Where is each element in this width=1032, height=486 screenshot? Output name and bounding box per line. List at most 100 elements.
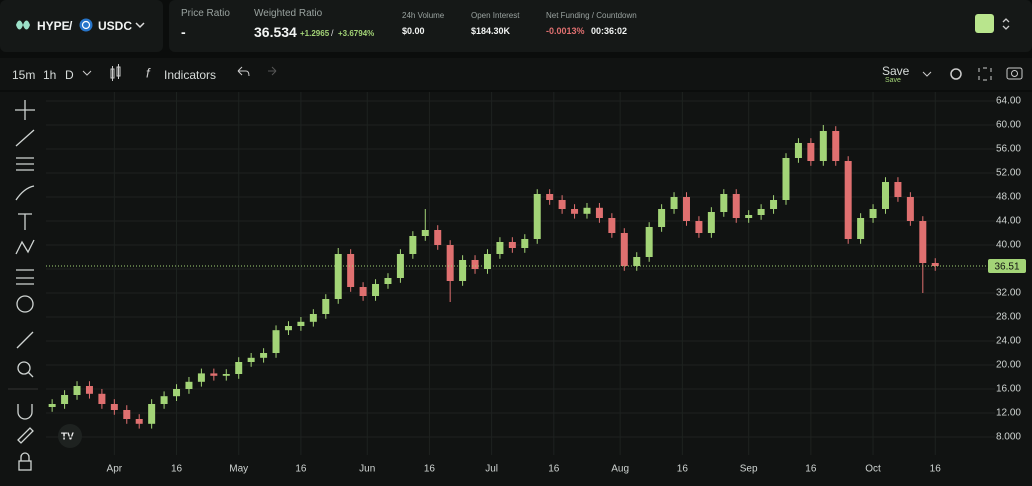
y-tick-label: 24.00	[996, 336, 1021, 347]
save-button[interactable]: Save	[882, 64, 910, 78]
funding-label: Net Funding / Countdown	[546, 11, 637, 20]
candle-body	[434, 230, 442, 245]
candle-body	[894, 182, 902, 197]
candle-body	[222, 374, 230, 376]
volume: $0.00	[402, 26, 425, 36]
y-tick-label: 12.00	[996, 408, 1021, 419]
indicators-button[interactable]: Indicators	[164, 68, 217, 82]
y-tick-label: 28.00	[996, 312, 1021, 323]
candle-body	[707, 212, 715, 233]
candle-body	[782, 158, 790, 200]
candle-body	[409, 236, 417, 254]
candle-body	[322, 299, 330, 314]
x-tick-label: 16	[424, 464, 436, 475]
x-tick-label: Oct	[865, 464, 881, 475]
volume-label: 24h Volume	[402, 11, 445, 20]
candle-body	[757, 209, 765, 215]
candle-body	[334, 254, 342, 299]
save-subtitle: Save	[885, 77, 901, 84]
candle-body	[807, 143, 815, 161]
svg-text:f: f	[146, 65, 151, 80]
x-tick-label: Jun	[359, 464, 375, 475]
y-tick-label: 52.00	[996, 168, 1021, 179]
interval[interactable]: 1h	[43, 68, 57, 82]
candle-body	[695, 221, 703, 233]
candle-body	[272, 330, 280, 353]
candle-body	[372, 284, 380, 296]
candle-body	[359, 287, 367, 296]
candle-body	[794, 143, 802, 158]
candle-body	[658, 209, 666, 227]
base-symbol: HYPE	[37, 19, 70, 33]
y-tick-label: 32.00	[996, 288, 1021, 299]
candle-body	[123, 410, 131, 419]
x-tick-label: 16	[805, 464, 817, 475]
x-tick-label: 16	[677, 464, 689, 475]
candle-body	[446, 245, 454, 281]
candle-body	[558, 200, 566, 209]
quote-symbol[interactable]: USDC	[98, 19, 133, 33]
logo	[16, 20, 30, 30]
change-separator: /	[331, 28, 334, 38]
candle-body	[459, 260, 467, 281]
x-tick-label: May	[229, 464, 248, 475]
candle-body	[645, 227, 653, 257]
y-tick-label: 56.00	[996, 144, 1021, 155]
pair-dropdown[interactable]	[135, 21, 145, 29]
price-ratio-label: Price Ratio	[181, 8, 230, 19]
candle-body	[546, 194, 554, 200]
y-tick-label: 44.00	[996, 216, 1021, 227]
y-tick-label: 60.00	[996, 120, 1021, 131]
candle-body	[869, 209, 877, 218]
interval[interactable]: D	[65, 68, 74, 82]
candle-body	[110, 404, 118, 410]
candle-body	[247, 357, 255, 362]
candle-body	[620, 233, 628, 266]
interval[interactable]: 15m	[12, 68, 36, 82]
x-tick-label: 16	[171, 464, 183, 475]
candle-body	[732, 194, 740, 218]
candle-body	[496, 242, 504, 254]
last-price-tag	[988, 258, 1026, 273]
candle-body	[85, 386, 93, 394]
toolbar: 15m 1h D Indicators Save Save f	[0, 58, 1032, 90]
candle-body	[260, 353, 268, 358]
candle-body	[571, 209, 579, 214]
candle-body	[720, 194, 728, 212]
candle-body	[857, 218, 865, 239]
y-tick-label: 8.000	[996, 432, 1021, 443]
x-tick-label: 16	[930, 464, 942, 475]
candle-body	[508, 242, 516, 248]
candle-body	[745, 215, 753, 218]
candle-body	[421, 230, 429, 236]
candle-body	[832, 131, 840, 161]
price-ratio: -	[181, 24, 186, 40]
candle-body	[309, 314, 317, 322]
candle-body	[297, 321, 305, 326]
chart-toggle[interactable]	[975, 14, 994, 33]
pair-panel: HYPE / USDC	[0, 0, 163, 52]
x-tick-label: 16	[548, 464, 560, 475]
y-tick-label: 64.00	[996, 96, 1021, 107]
candle-body	[919, 221, 927, 263]
candle-body	[844, 161, 852, 239]
candle-body	[770, 200, 778, 209]
open-interest: $184.30K	[471, 26, 511, 36]
candle-body	[235, 362, 243, 374]
candle-body	[384, 278, 392, 284]
chart: TV 8.00012.0016.0020.0024.0028.0032.0036…	[46, 92, 1032, 486]
x-tick-label: Aug	[611, 464, 629, 475]
candle-body	[633, 257, 641, 266]
pair-separator: /	[69, 19, 73, 33]
sort-toggle[interactable]	[1000, 16, 1012, 32]
candle-body	[148, 404, 156, 424]
x-tick-label: Jul	[485, 464, 498, 475]
change: +1.2965	[300, 29, 330, 38]
funding: -0.0013%	[546, 26, 585, 36]
candle-body	[881, 182, 889, 209]
candle-body	[48, 404, 56, 407]
candle-body	[135, 419, 143, 424]
stats-panel: Price Ratio - Weighted Ratio 36.534 +1.2…	[169, 0, 1032, 52]
weighted-ratio: 36.534	[254, 24, 297, 40]
candle-body	[210, 373, 218, 376]
